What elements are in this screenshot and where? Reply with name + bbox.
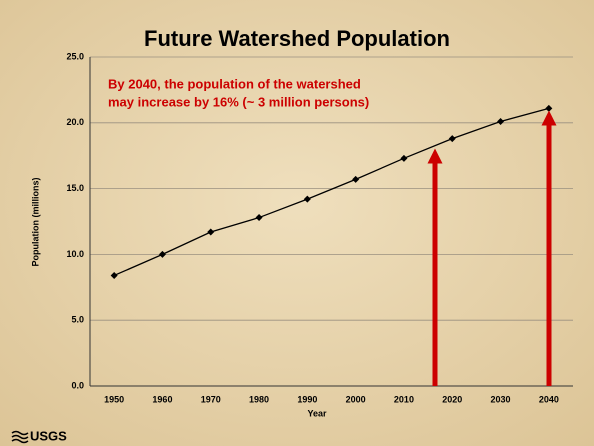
chart-title: Future Watershed Population xyxy=(144,26,450,51)
y-tick-label: 0.0 xyxy=(71,380,84,390)
point xyxy=(110,271,118,279)
annotation: may increase by 16% (~ 3 million persons… xyxy=(108,94,369,109)
point xyxy=(158,250,166,258)
logo: USGS xyxy=(30,428,67,443)
logo-icon xyxy=(11,430,29,444)
line xyxy=(113,107,550,277)
point xyxy=(207,228,215,236)
x-tick-label: 2000 xyxy=(346,394,366,404)
plot: 0.0 5.0 10.0 15.0 20.0 25.0 1950 1960 1970 1980 19… xyxy=(66,51,573,404)
x-tick-label: 1950 xyxy=(104,394,124,404)
point xyxy=(303,195,311,203)
point xyxy=(545,104,553,112)
point xyxy=(448,135,456,143)
x-tick-label: 2020 xyxy=(442,394,462,404)
x-tick-label: 2040 xyxy=(539,394,559,404)
point xyxy=(255,214,263,222)
x-tick-label: 1960 xyxy=(152,394,172,404)
point xyxy=(400,154,408,162)
x-tick-label: 1990 xyxy=(297,394,317,404)
point xyxy=(352,175,360,183)
point xyxy=(497,117,505,125)
y-tick-label: 15.0 xyxy=(66,183,84,193)
y-tick-label: 25.0 xyxy=(66,51,84,61)
y-tick-label: 5.0 xyxy=(71,315,84,325)
x-tick-label: 2010 xyxy=(394,394,414,404)
x-tick-label: 2030 xyxy=(491,394,511,404)
y-tick-label: 10.0 xyxy=(66,249,84,259)
x-axis-label: Year xyxy=(307,408,327,418)
y-tick-label: 20.0 xyxy=(66,117,84,127)
x-tick-label: 1980 xyxy=(249,394,269,404)
annotation: By 2040, the population of the watershed xyxy=(108,76,361,91)
x-tick-label: 1970 xyxy=(201,394,221,404)
y-axis-label: Population (millions) xyxy=(30,178,40,267)
